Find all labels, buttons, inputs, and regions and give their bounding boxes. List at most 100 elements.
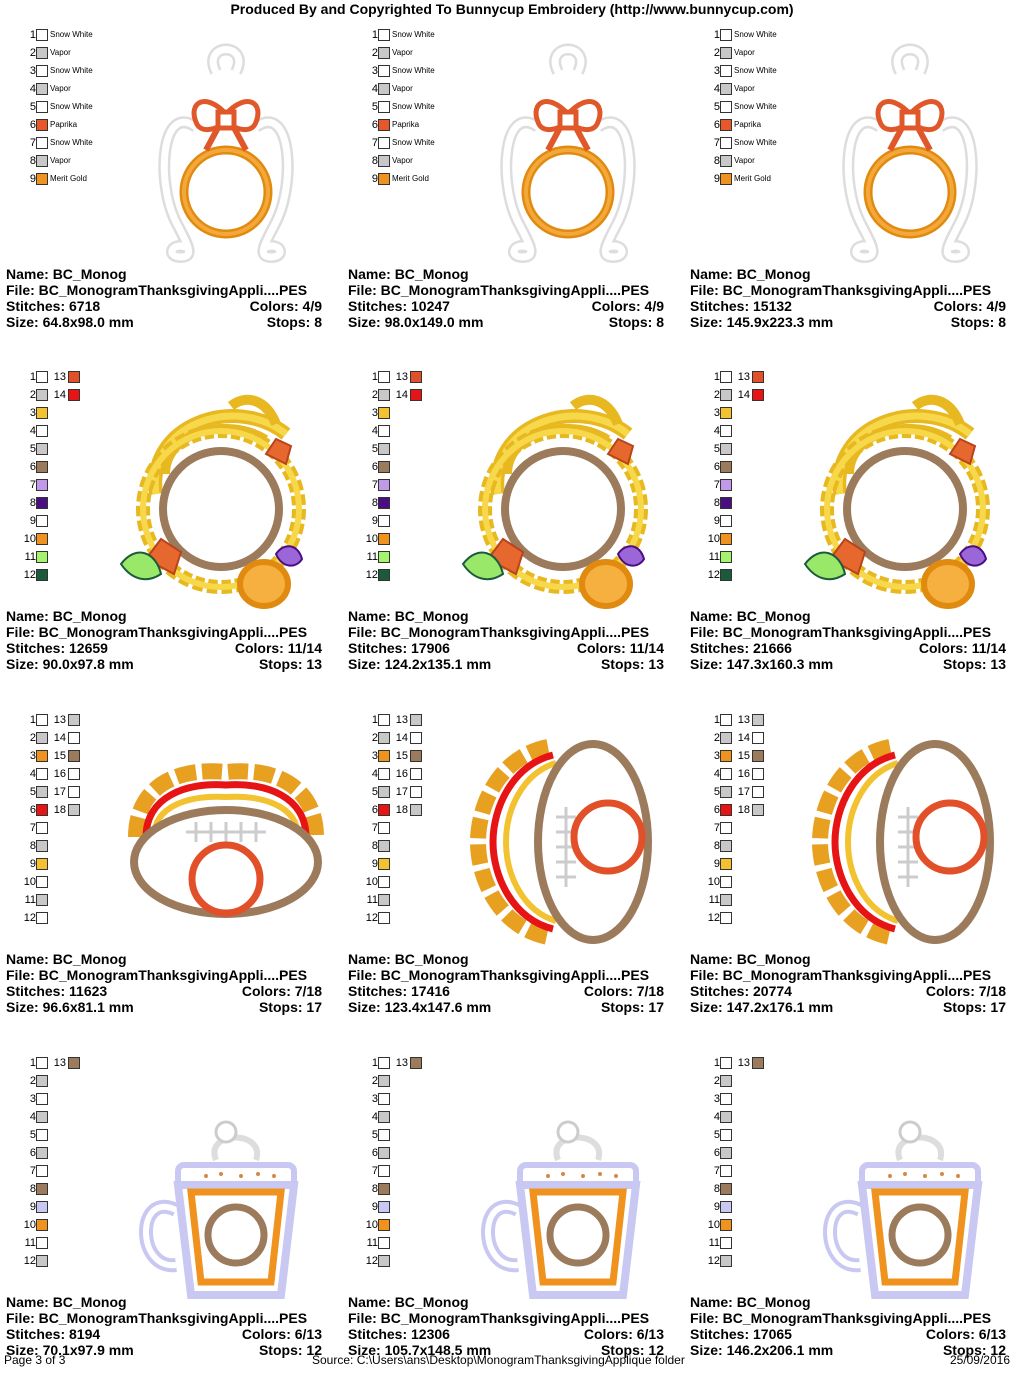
design-size: 96.6x81.1 mm	[42, 999, 134, 1015]
thread-swatch	[720, 137, 732, 149]
thread-swatch	[720, 389, 732, 401]
thread-swatch	[378, 497, 390, 509]
thread-name: Vapor	[392, 156, 413, 165]
thread-number: 6	[371, 119, 378, 131]
design-name-line: Name: BC_Monog	[348, 1294, 664, 1310]
thread-number: 12	[707, 1255, 720, 1267]
thread-swatch	[410, 750, 422, 762]
thread-number: 7	[713, 822, 720, 834]
thread-swatch	[36, 65, 48, 77]
design-file: BC_MonogramThanksgivingAppli....PES	[722, 967, 992, 983]
thread-swatch	[36, 714, 48, 726]
design-file: BC_MonogramThanksgivingAppli....PES	[380, 624, 650, 640]
name-label: Name:	[348, 608, 391, 624]
design-name-line: Name: BC_Monog	[6, 266, 322, 282]
design-size-line: Size: 105.7x148.5 mm Stops: 12	[348, 1342, 664, 1358]
thread-swatch	[720, 1183, 732, 1195]
thread-number: 16	[737, 768, 750, 780]
thread-swatch	[36, 407, 48, 419]
thread-number: 18	[53, 804, 66, 816]
design-info: Name: BC_Monog File: BC_MonogramThanksgiv…	[6, 608, 322, 672]
thread-number: 3	[713, 65, 720, 77]
thread-number: 13	[53, 371, 66, 383]
thread-name: Merit Gold	[50, 174, 87, 183]
colors-label: Colors:	[925, 983, 975, 999]
colors-label: Colors:	[241, 1326, 291, 1342]
thread-swatch	[36, 173, 48, 185]
thread-number: 3	[371, 750, 378, 762]
design-card: 1 13 2 3 4 5 6 7 8 9 10 11 12 Name: BC_Monog File: BC…	[348, 1050, 678, 1390]
thread-name: Vapor	[392, 84, 413, 93]
thread-number: 3	[29, 1093, 36, 1105]
thread-number: 2	[29, 1075, 36, 1087]
thread-swatch	[720, 750, 732, 762]
thread-swatch	[410, 768, 422, 780]
design-file: BC_MonogramThanksgivingAppli....PES	[722, 624, 992, 640]
thread-swatch	[752, 389, 764, 401]
thread-swatch	[720, 1219, 732, 1231]
thread-number: 13	[53, 1057, 66, 1069]
thread-swatch	[720, 1237, 732, 1249]
thread-number: 13	[395, 714, 408, 726]
design-card: 1 Snow White 2 Vapor 3 Snow White 4 Vapor 5 Snow …	[6, 22, 336, 362]
thread-number: 9	[713, 515, 720, 527]
design-size: 147.3x160.3 mm	[726, 656, 834, 672]
stitches-label: Stitches:	[6, 983, 66, 999]
design-file: BC_MonogramThanksgivingAppli....PES	[722, 282, 992, 298]
thread-swatch	[68, 371, 80, 383]
thread-number: 3	[371, 407, 378, 419]
thread-number: 10	[365, 1219, 378, 1231]
thread-swatch	[36, 1219, 48, 1231]
name-label: Name:	[348, 1294, 391, 1310]
colors-label: Colors:	[583, 983, 633, 999]
thread-swatch	[720, 569, 732, 581]
thread-swatch	[410, 389, 422, 401]
thread-number: 5	[713, 1129, 720, 1141]
thread-swatch	[68, 389, 80, 401]
thread-swatch	[378, 1201, 390, 1213]
design-size: 124.2x135.1 mm	[384, 656, 492, 672]
design-file-line: File: BC_MonogramThanksgivingAppli....PE…	[6, 282, 322, 298]
thread-number: 12	[365, 569, 378, 581]
thread-swatch	[720, 786, 732, 798]
name-label: Name:	[6, 266, 49, 282]
stitch-count: 10247	[411, 298, 450, 314]
design-size-line: Size: 64.8x98.0 mm Stops: 8	[6, 314, 322, 330]
size-label: Size:	[690, 999, 723, 1015]
file-label: File:	[6, 624, 35, 640]
thread-number: 3	[713, 1093, 720, 1105]
design-stitches-line: Stitches: 17416 Colors: 7/18	[348, 983, 664, 999]
thread-swatch	[720, 101, 732, 113]
thread-swatch	[36, 1201, 48, 1213]
design-info: Name: BC_Monog File: BC_MonogramThanksgiv…	[6, 1294, 322, 1358]
thread-name: Snow White	[50, 66, 93, 75]
color-count: 11/14	[629, 640, 664, 656]
thread-swatch	[378, 1255, 390, 1267]
thread-number: 5	[29, 786, 36, 798]
design-size: 90.0x97.8 mm	[42, 656, 134, 672]
thread-swatch	[720, 822, 732, 834]
stitch-count: 12659	[69, 640, 108, 656]
thread-number: 14	[395, 389, 408, 401]
stitch-count: 11623	[69, 983, 108, 999]
thread-swatch	[36, 786, 48, 798]
thread-number: 4	[29, 83, 36, 95]
football-v-design-preview	[458, 727, 678, 957]
design-stitches-line: Stitches: 11623 Colors: 7/18	[6, 983, 322, 999]
design-stitches-line: Stitches: 10247 Colors: 4/9	[348, 298, 664, 314]
thread-number: 18	[737, 804, 750, 816]
thread-swatch	[378, 551, 390, 563]
thread-number: 13	[395, 1057, 408, 1069]
thread-number: 1	[29, 714, 36, 726]
stitches-label: Stitches:	[6, 1326, 66, 1342]
thread-number: 11	[708, 1237, 720, 1249]
file-label: File:	[6, 967, 35, 983]
thread-swatch	[36, 1183, 48, 1195]
thread-number: 6	[713, 1147, 720, 1159]
design-size-line: Size: 96.6x81.1 mm Stops: 17	[6, 999, 322, 1015]
thread-number: 4	[371, 425, 378, 437]
thread-swatch	[68, 714, 80, 726]
thread-number: 9	[29, 515, 36, 527]
ornament-design-preview	[458, 42, 678, 272]
design-file: BC_MonogramThanksgivingAppli....PES	[380, 1310, 650, 1326]
